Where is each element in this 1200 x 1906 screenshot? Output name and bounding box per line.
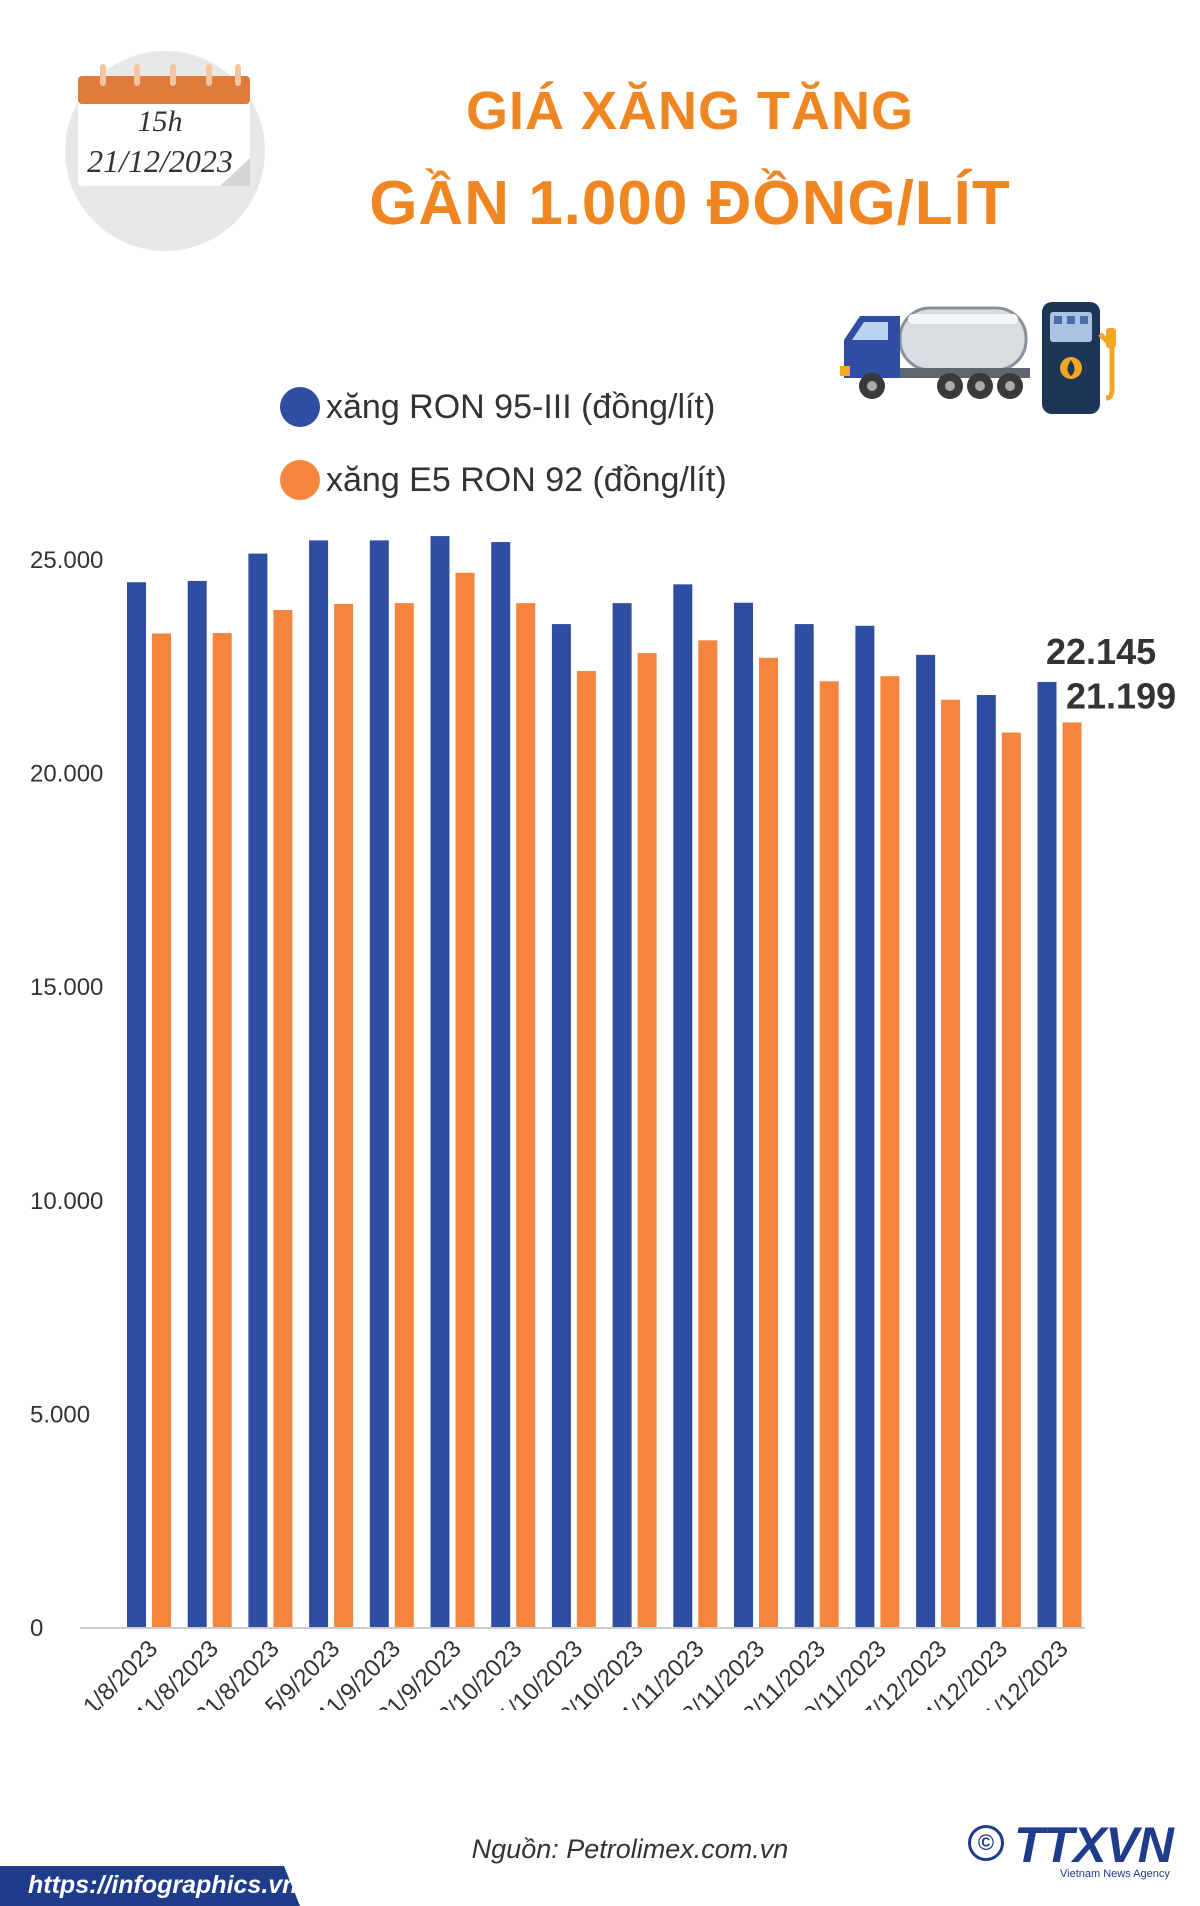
calendar-time: 15h	[137, 105, 183, 138]
bar-ron95	[794, 624, 814, 1628]
bar-ron95	[369, 540, 389, 1628]
bar-ron95	[673, 584, 693, 1629]
legend-swatch-ron95	[280, 387, 320, 427]
bar-e5	[819, 681, 839, 1628]
legend-item-e5: xăng E5 RON 92 (đồng/lít)	[280, 456, 727, 504]
ttxvn-logo-subtext: Vietnam News Agency	[1060, 1868, 1170, 1880]
page-title-line2: GẦN 1.000 ĐỒNG/LÍT	[369, 169, 1011, 238]
bar-ron95	[491, 542, 511, 1628]
bar-chart: 05.00010.00015.00020.00025.0001/8/202311…	[30, 536, 1176, 1710]
legend-label-ron95: xăng RON 95-III (đồng/lít)	[326, 387, 716, 426]
bar-ron95	[976, 694, 996, 1628]
legend-label-e5: xăng E5 RON 92 (đồng/lít)	[326, 460, 727, 499]
bar-ron95	[248, 553, 268, 1628]
ttxvn-logo: TTXVN	[1014, 1817, 1174, 1873]
bar-ron95	[612, 603, 632, 1628]
bar-e5	[880, 676, 900, 1628]
y-tick-label: 25.000	[30, 547, 103, 574]
bar-ron95	[187, 580, 207, 1628]
url-banner	[0, 1866, 300, 1906]
bar-ron95	[551, 624, 571, 1628]
calendar-date: 21/12/2023	[87, 143, 233, 179]
bar-ron95	[430, 536, 450, 1628]
bar-e5	[1001, 732, 1021, 1628]
page-title-line1: GIÁ XĂNG TĂNG	[465, 81, 914, 141]
legend-swatch-e5	[280, 460, 320, 500]
y-tick-label: 0	[30, 1615, 43, 1642]
bar-ron95	[309, 540, 329, 1628]
bar-e5	[455, 572, 475, 1629]
y-tick-label: 20.000	[30, 761, 103, 788]
bar-e5	[394, 603, 414, 1628]
website-url[interactable]: https://infographics.vn	[28, 1871, 298, 1899]
bar-e5	[516, 603, 536, 1628]
bar-e5	[698, 640, 718, 1628]
bar-e5	[576, 671, 596, 1628]
legend-item-ron95: xăng RON 95-III (đồng/lít)	[280, 383, 715, 431]
y-tick-label: 15.000	[30, 974, 103, 1001]
copyright-icon: ©	[968, 1825, 1004, 1861]
bar-ron95	[734, 602, 753, 1628]
fuel-tanker-truck-icon	[840, 306, 1030, 399]
y-tick-label: 10.000	[30, 1188, 103, 1215]
data-label-e5-latest: 21.199	[1066, 675, 1176, 716]
bar-e5	[637, 653, 657, 1628]
bar-e5	[212, 633, 232, 1628]
bar-e5	[941, 699, 961, 1628]
bar-ron95	[916, 654, 936, 1628]
bar-ron95	[127, 582, 146, 1629]
bar-e5	[334, 604, 354, 1628]
source-note: Nguồn: Petrolimex.com.vn	[471, 1834, 789, 1864]
data-label-ron95-latest: 22.145	[1046, 631, 1156, 672]
calendar-icon	[65, 51, 265, 251]
bar-e5	[152, 633, 171, 1628]
bar-e5	[1062, 722, 1082, 1628]
bar-e5	[759, 657, 778, 1628]
bar-ron95	[1037, 681, 1057, 1628]
bar-e5	[273, 609, 293, 1628]
y-tick-label: 5.000	[30, 1401, 90, 1428]
bar-ron95	[855, 625, 875, 1628]
fuel-pump-icon	[1042, 302, 1116, 414]
